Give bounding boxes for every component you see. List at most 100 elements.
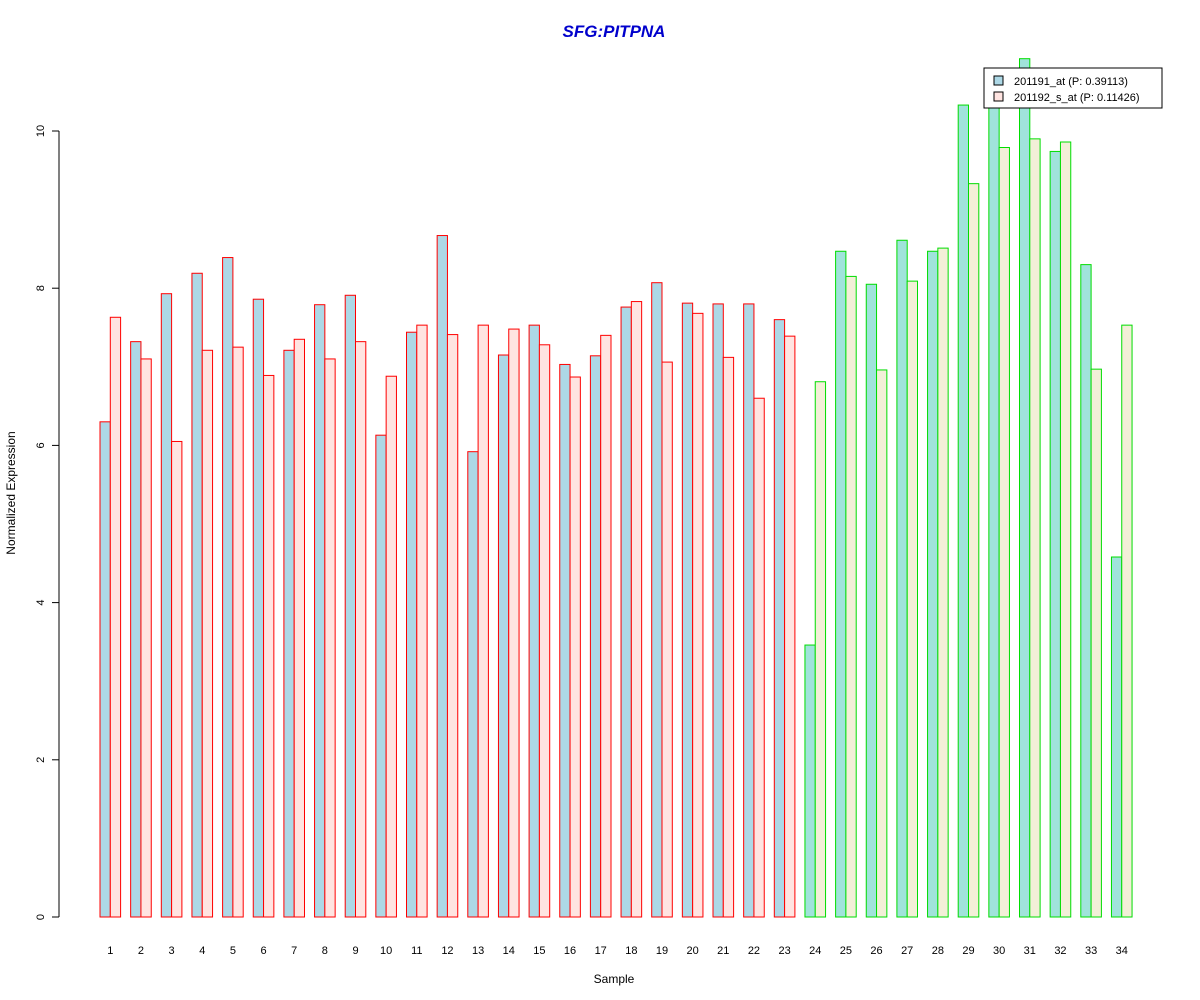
x-tick-label: 20 [687, 945, 699, 957]
bar-201192-s-at-sample-10 [385, 375, 397, 918]
y-axis: 0 2 4 6 8 10 [35, 125, 60, 920]
bar-201191-at-sample-10 [375, 434, 387, 918]
x-tick-label: 6 [260, 945, 266, 957]
y-axis-label: Normalized Expression [4, 431, 18, 554]
bar-201191-at-sample-34 [1110, 556, 1123, 918]
legend-swatch-201191-at [993, 75, 1004, 86]
x-tick-label: 22 [748, 945, 760, 957]
bar-201191-at-sample-4 [191, 272, 203, 918]
bar-201191-at-sample-15 [528, 324, 540, 918]
bar-201191-at-sample-25 [835, 250, 847, 918]
bar-201192-s-at-sample-1 [109, 316, 122, 918]
bar-201192-s-at-sample-11 [416, 324, 428, 918]
bar-201192-s-at-sample-28 [937, 247, 949, 918]
bar-201191-at-sample-5 [222, 257, 234, 918]
legend: 201191_at (P: 0.39113) 201192_s_at (P: 0… [983, 67, 1163, 109]
bar-201192-s-at-sample-5 [232, 346, 244, 918]
x-tick-label: 11 [411, 945, 422, 957]
x-tick-label: 16 [564, 945, 576, 957]
bar-201191-at-sample-14 [497, 354, 510, 918]
x-tick-label: 8 [322, 945, 328, 957]
x-tick-label: 13 [472, 945, 484, 957]
legend-swatch-201192-s-at [993, 91, 1004, 102]
chart-title: SFG:PITPNA [563, 22, 666, 41]
bar-201192-s-at-sample-25 [845, 275, 857, 918]
bar-201192-s-at-sample-32 [1059, 141, 1072, 918]
bar-201192-s-at-sample-14 [508, 328, 520, 918]
bar-201191-at-sample-17 [589, 355, 602, 918]
x-tick-label: 5 [230, 945, 236, 957]
bar-201191-at-sample-33 [1080, 264, 1092, 918]
x-tick-label: 30 [993, 945, 1005, 957]
bar-201192-s-at-sample-7 [293, 338, 306, 918]
bar-201192-s-at-sample-17 [600, 334, 612, 918]
bar-201192-s-at-sample-27 [906, 280, 919, 918]
bar-201192-s-at-sample-29 [968, 183, 980, 918]
x-tick-label: 4 [199, 945, 205, 957]
bar-201191-at-sample-24 [804, 644, 816, 918]
x-tick-label: 18 [625, 945, 637, 957]
x-tick-label: 2 [138, 945, 144, 957]
legend-box [983, 67, 1163, 109]
bar-201191-at-sample-21 [712, 303, 724, 918]
bar-201192-s-at-sample-30 [998, 147, 1010, 918]
bar-201192-s-at-sample-15 [538, 344, 551, 918]
bar-201191-at-sample-12 [436, 235, 448, 918]
bar-201191-at-sample-11 [406, 331, 418, 918]
x-tick-label: 27 [901, 945, 913, 957]
y-tick-label: 2 [35, 757, 47, 763]
bar-201192-s-at-sample-21 [722, 356, 735, 918]
bar-201192-s-at-sample-33 [1090, 368, 1102, 918]
bar-201191-at-sample-6 [252, 298, 265, 918]
bar-201192-s-at-sample-18 [630, 301, 643, 918]
y-tick-label: 4 [35, 600, 47, 606]
x-tick-label: 26 [870, 945, 882, 957]
bar-201192-s-at-sample-2 [140, 358, 152, 918]
x-tick-label: 24 [809, 945, 821, 957]
x-tick-label: 28 [932, 945, 944, 957]
bar-201192-s-at-sample-34 [1121, 324, 1133, 918]
bar-201192-s-at-sample-22 [753, 397, 765, 918]
legend-label-201192-s-at: 201192_s_at (P: 0.11426) [1014, 92, 1140, 104]
bar-201191-at-sample-26 [865, 283, 878, 918]
x-tick-label: 12 [441, 945, 453, 957]
bar-201192-s-at-sample-20 [692, 312, 704, 918]
x-tick-label: 10 [380, 945, 392, 957]
bar-201192-s-at-sample-12 [446, 334, 459, 918]
bar-201192-s-at-sample-4 [201, 349, 214, 918]
x-tick-label: 7 [291, 945, 297, 957]
bar-201191-at-sample-8 [314, 304, 326, 918]
bar-201192-s-at-sample-24 [814, 381, 827, 918]
bar-201191-at-sample-23 [773, 319, 786, 918]
bar-201191-at-sample-27 [896, 239, 908, 918]
x-tick-label: 15 [533, 945, 545, 957]
bar-201191-at-sample-20 [681, 302, 694, 918]
bar-201191-at-sample-32 [1049, 150, 1061, 918]
bar-201192-s-at-sample-13 [477, 324, 489, 918]
x-tick-labels: 1 2 3 4 5 6 7 8 9 10 11 12 13 14 15 16 17 18 19 20 21 22 23 24 2… [107, 945, 1128, 957]
x-tick-label: 3 [169, 945, 175, 957]
x-tick-label: 14 [503, 945, 515, 957]
x-tick-label: 32 [1054, 945, 1066, 957]
x-tick-label: 23 [778, 945, 790, 957]
bar-201191-at-sample-31 [1019, 58, 1031, 918]
bar-201191-at-sample-1 [99, 421, 111, 918]
bar-201192-s-at-sample-26 [876, 369, 888, 918]
y-tick-label: 6 [35, 442, 47, 448]
bar-201192-s-at-sample-23 [784, 335, 796, 918]
bars-layer [99, 58, 1133, 918]
x-tick-label: 1 [107, 945, 113, 957]
bar-201191-at-sample-7 [283, 349, 295, 918]
bar-201191-at-sample-22 [743, 303, 755, 918]
y-tick-label: 10 [35, 125, 47, 137]
bar-201191-at-sample-19 [651, 282, 663, 918]
x-tick-label: 9 [352, 945, 358, 957]
bar-201192-s-at-sample-8 [324, 358, 336, 918]
bar-201191-at-sample-18 [620, 306, 632, 918]
bar-201191-at-sample-3 [160, 293, 173, 918]
bar-201192-s-at-sample-6 [263, 374, 275, 918]
x-tick-label: 29 [962, 945, 974, 957]
bar-201192-s-at-sample-16 [569, 376, 581, 918]
x-tick-label: 33 [1085, 945, 1097, 957]
